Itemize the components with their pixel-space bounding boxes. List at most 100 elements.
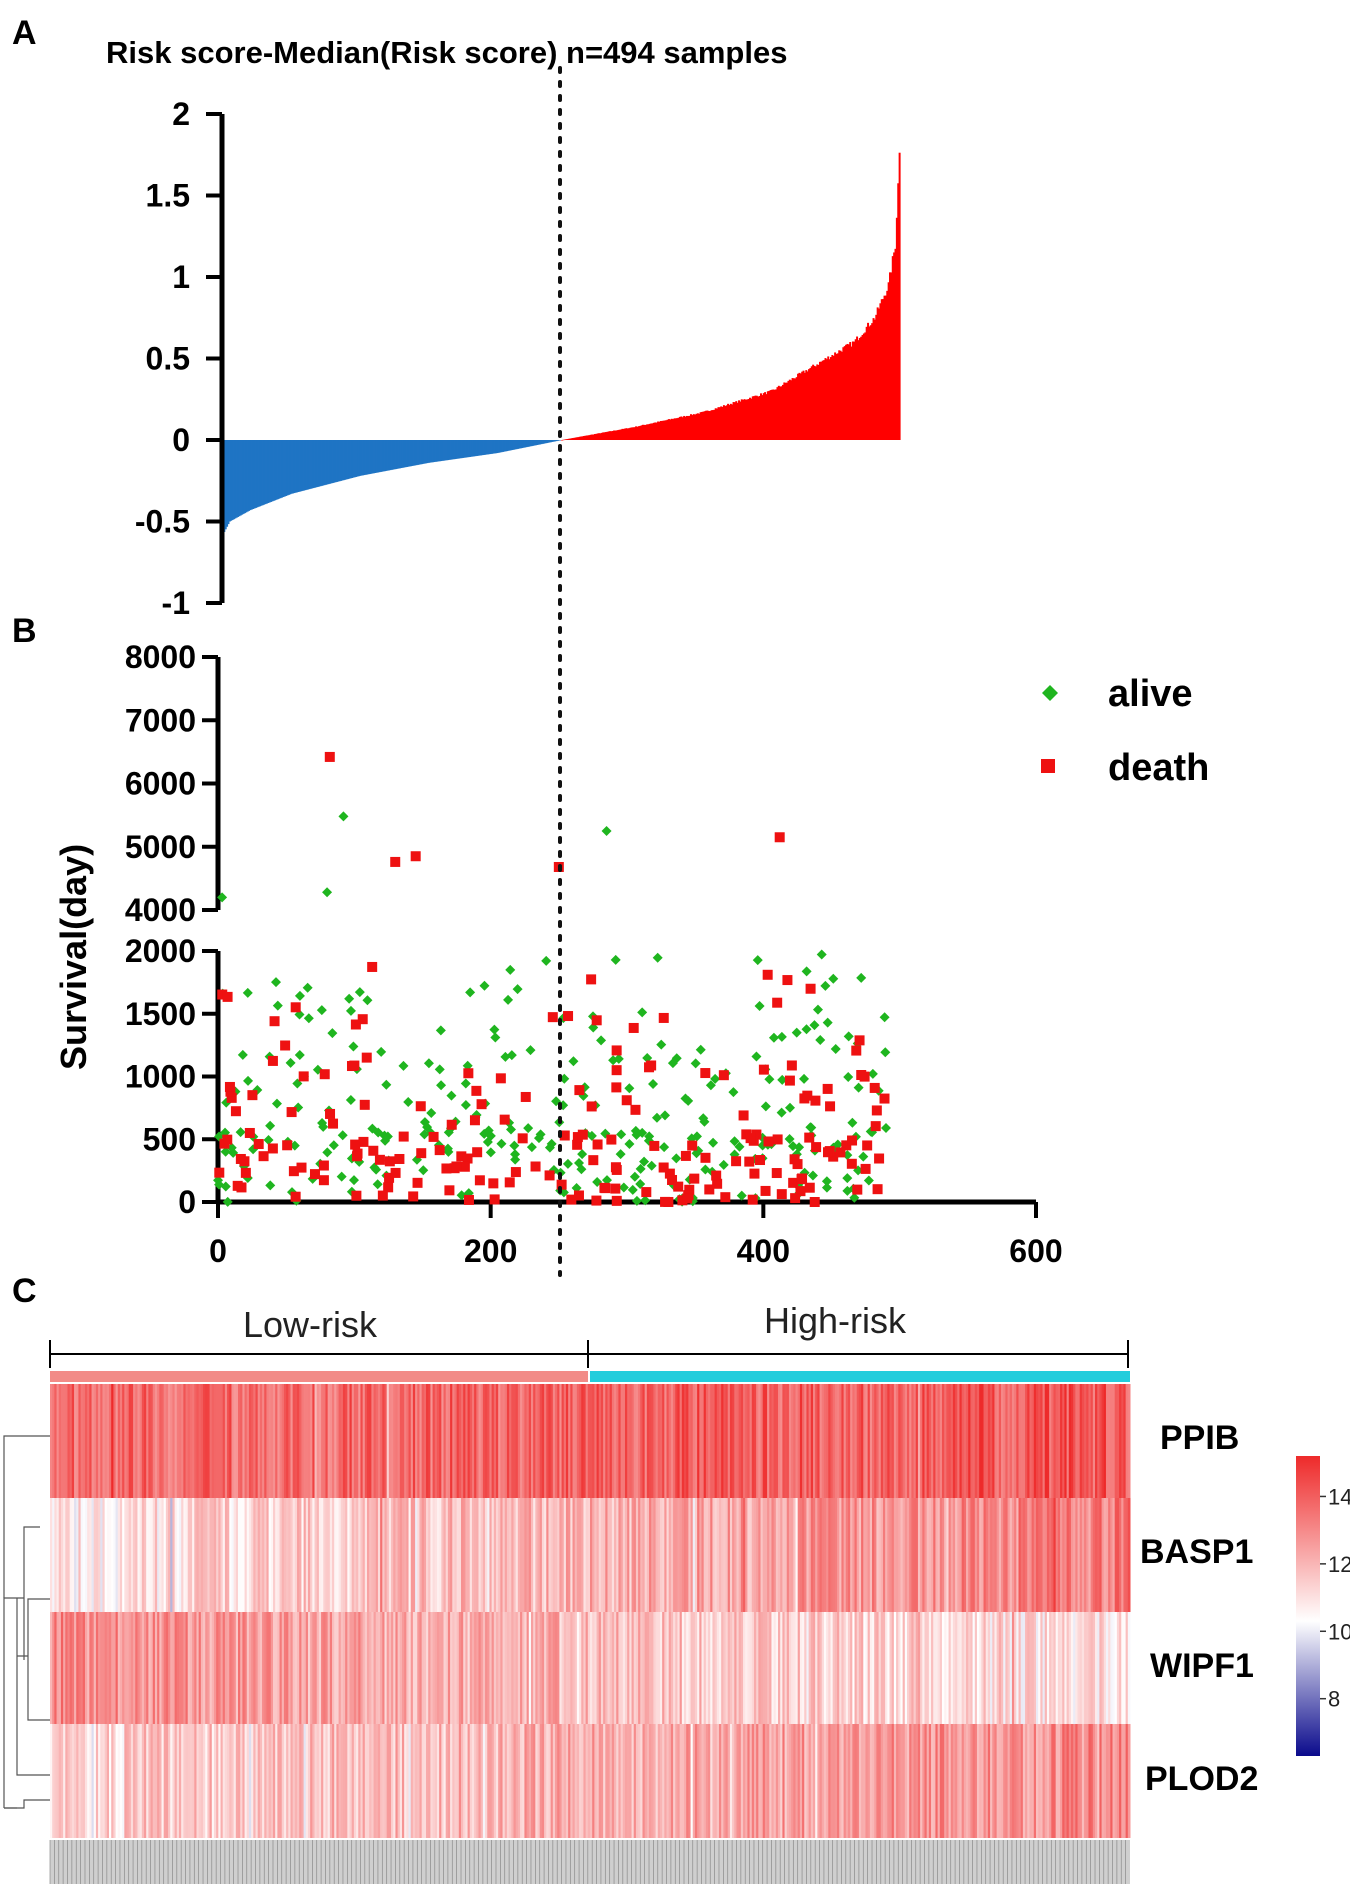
risk-bar bbox=[747, 399, 750, 440]
heatmap-cell bbox=[675, 1724, 678, 1838]
heatmap-cell bbox=[447, 1384, 451, 1498]
heatmap-cell bbox=[788, 1384, 792, 1498]
heatmap-cell bbox=[233, 1724, 237, 1838]
heatmap-cell bbox=[1075, 1724, 1079, 1838]
y-tick-label: 1 bbox=[172, 259, 190, 295]
heatmap-cell bbox=[611, 1384, 615, 1498]
heatmap-cell bbox=[581, 1498, 584, 1612]
alive-point bbox=[791, 1027, 802, 1038]
heatmap-cell bbox=[58, 1384, 62, 1498]
heatmap-cell bbox=[603, 1724, 606, 1838]
survival-legend: alive death bbox=[1041, 673, 1209, 789]
heatmap-cell bbox=[950, 1724, 954, 1838]
heatmap-cell bbox=[773, 1498, 777, 1612]
heatmap-cell bbox=[686, 1724, 689, 1838]
heatmap-cell bbox=[655, 1498, 659, 1612]
heatmap-cell bbox=[192, 1724, 195, 1838]
heatmap-cell bbox=[703, 1498, 707, 1612]
heatmap-cell bbox=[338, 1384, 342, 1498]
heatmap-cell bbox=[976, 1612, 980, 1724]
panel-c: C Low-risk High-risk PPIB BASP1 WIPF1 PL… bbox=[3, 1272, 1350, 1884]
heatmap-cell bbox=[404, 1724, 407, 1838]
alive-point bbox=[490, 1032, 501, 1043]
heatmap-cell bbox=[557, 1384, 560, 1498]
risk-bar bbox=[655, 422, 658, 440]
risk-bar bbox=[775, 389, 778, 440]
heatmap-cell bbox=[353, 1612, 357, 1724]
heatmap-cell bbox=[714, 1724, 718, 1838]
heatmap-cell bbox=[579, 1724, 582, 1838]
risk-bar bbox=[883, 295, 886, 440]
heatmap-cell bbox=[583, 1498, 587, 1612]
heatmap-cell bbox=[410, 1384, 414, 1498]
heatmap-cell bbox=[1084, 1612, 1087, 1724]
heatmap-cell bbox=[666, 1498, 670, 1612]
heatmap-cell bbox=[76, 1724, 79, 1838]
risk-bar bbox=[323, 440, 326, 486]
risk-bar bbox=[569, 438, 572, 440]
death-point bbox=[290, 1191, 301, 1202]
heatmap-cell bbox=[981, 1384, 985, 1498]
death-point bbox=[776, 1189, 787, 1200]
heatmap-cell bbox=[277, 1498, 281, 1612]
risk-bar bbox=[517, 440, 520, 449]
heatmap-cell bbox=[616, 1498, 619, 1612]
risk-bar bbox=[270, 440, 273, 502]
risk-bar bbox=[736, 402, 739, 440]
death-point bbox=[530, 1161, 541, 1172]
heatmap-cell bbox=[574, 1498, 578, 1612]
heatmap-cell bbox=[338, 1498, 342, 1612]
heatmap-cell bbox=[771, 1724, 775, 1838]
heatmap-cell bbox=[329, 1724, 333, 1838]
panel-letter-a: A bbox=[12, 14, 37, 52]
heatmap-cell bbox=[133, 1498, 136, 1612]
heatmap-cell bbox=[299, 1612, 302, 1724]
heatmap-cell bbox=[323, 1612, 326, 1724]
heatmap-cell bbox=[677, 1612, 681, 1724]
risk-bar bbox=[283, 440, 286, 497]
heatmap-cell bbox=[690, 1612, 694, 1724]
heatmap-cell bbox=[122, 1612, 125, 1724]
risk-bar bbox=[880, 299, 883, 440]
risk-bar bbox=[738, 400, 741, 440]
risk-bar bbox=[827, 356, 830, 440]
risk-bar bbox=[496, 440, 499, 454]
heatmap-cell bbox=[747, 1612, 751, 1724]
heatmap-cell bbox=[583, 1384, 587, 1498]
heatmap-cell bbox=[600, 1724, 604, 1838]
death-point bbox=[744, 1156, 755, 1167]
heatmap-cell bbox=[393, 1498, 396, 1612]
alive-point bbox=[338, 811, 349, 822]
risk-bar bbox=[281, 440, 283, 498]
risk-bar bbox=[394, 440, 397, 470]
heatmap-cell bbox=[312, 1612, 316, 1724]
heatmap-cell bbox=[50, 1612, 53, 1724]
heatmap-cell bbox=[662, 1612, 665, 1724]
heatmap-cell bbox=[388, 1612, 392, 1724]
heatmap-cell bbox=[1092, 1498, 1096, 1612]
heatmap-cell bbox=[1009, 1498, 1013, 1612]
risk-bar bbox=[425, 440, 428, 464]
heatmap-cell bbox=[189, 1498, 193, 1612]
heatmap-cell bbox=[782, 1724, 786, 1838]
heatmap-cell bbox=[1018, 1724, 1022, 1838]
heatmap-cell bbox=[347, 1724, 351, 1838]
heatmap-cell bbox=[410, 1612, 414, 1724]
heatmap-cell bbox=[471, 1724, 475, 1838]
risk-bar bbox=[275, 440, 278, 500]
risk-bar bbox=[610, 431, 613, 440]
risk-bar bbox=[341, 440, 344, 481]
heatmap-cell bbox=[909, 1724, 912, 1838]
heatmap-cell bbox=[699, 1612, 702, 1724]
death-point bbox=[547, 1012, 558, 1023]
heatmap-cell bbox=[154, 1724, 158, 1838]
death-point bbox=[747, 1194, 758, 1205]
heatmap-cell bbox=[992, 1384, 995, 1498]
heatmap-cell bbox=[316, 1498, 320, 1612]
heatmap-cell bbox=[1121, 1612, 1124, 1724]
death-point bbox=[854, 1035, 865, 1046]
heatmap-cell bbox=[762, 1724, 766, 1838]
y-tick-label: 8000 bbox=[125, 639, 196, 675]
risk-score-bars bbox=[222, 152, 901, 535]
risk-bar bbox=[445, 440, 448, 461]
